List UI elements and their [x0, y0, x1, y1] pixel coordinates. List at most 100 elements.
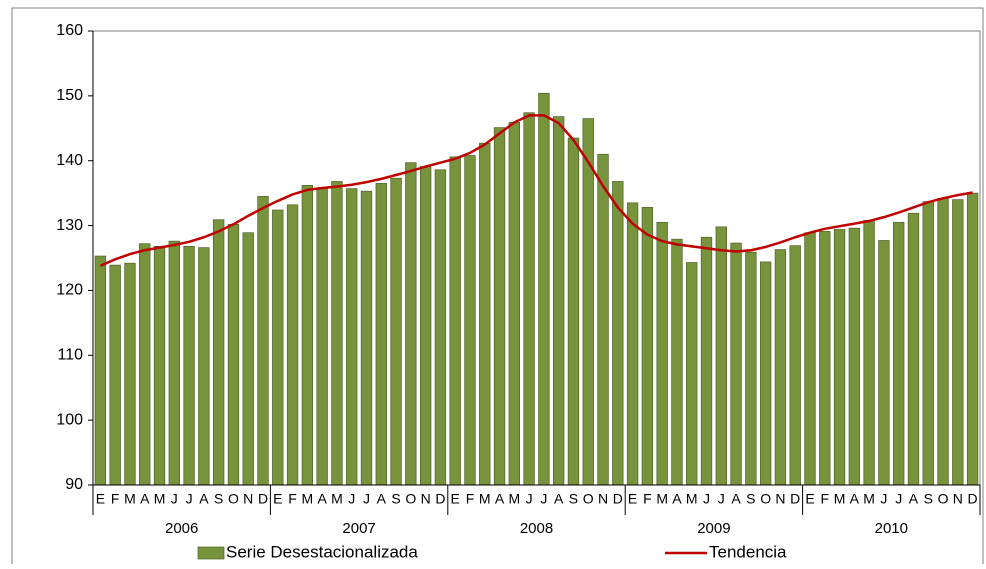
plot-area	[92, 30, 981, 486]
trend-line	[99, 114, 973, 267]
x-tick-label: N	[243, 491, 253, 507]
x-tick-label: F	[643, 491, 652, 507]
y-tick-label: 140	[56, 152, 83, 169]
x-tick-label: A	[909, 491, 919, 507]
bar	[774, 249, 787, 486]
bar	[759, 261, 772, 486]
x-tick-label: E	[628, 491, 637, 507]
year-label: 2009	[697, 520, 730, 537]
x-tick-label: S	[391, 491, 400, 507]
bar	[139, 243, 151, 486]
x-tick-label: M	[656, 491, 668, 507]
x-tick-label: M	[302, 491, 314, 507]
x-tick-label: J	[348, 491, 355, 507]
bar	[124, 262, 136, 486]
bar	[419, 166, 432, 486]
x-tick-label: D	[790, 491, 800, 507]
bar	[893, 221, 905, 486]
bar	[405, 162, 417, 486]
bar	[922, 201, 934, 486]
bar	[286, 204, 299, 486]
bar	[360, 190, 373, 486]
x-tick-label: E	[96, 491, 105, 507]
bar	[730, 242, 742, 486]
bar	[863, 220, 875, 486]
bar	[597, 153, 609, 486]
bar	[109, 264, 121, 486]
x-tick-label: M	[124, 491, 136, 507]
x-tick-label: O	[228, 491, 239, 507]
x-tick-label: A	[850, 491, 860, 507]
y-tick-label: 100	[56, 411, 83, 428]
bar	[582, 118, 594, 486]
x-tick-label: O	[938, 491, 949, 507]
x-tick-label: J	[540, 491, 547, 507]
legend-label: Serie Desestacionalizada	[226, 542, 418, 561]
bar	[715, 226, 727, 486]
x-tick-label: J	[703, 491, 710, 507]
bar	[153, 245, 166, 486]
y-tick-label: 130	[56, 217, 83, 234]
bar	[804, 232, 816, 486]
bar	[538, 92, 550, 486]
x-tick-label: E	[273, 491, 282, 507]
x-tick-label: O	[760, 491, 771, 507]
bar	[212, 219, 225, 486]
bar	[464, 155, 476, 486]
bar	[198, 247, 210, 486]
x-tick-label: N	[953, 491, 963, 507]
x-tick-label: N	[421, 491, 431, 507]
bar	[183, 245, 195, 486]
x-tick-label: S	[746, 491, 755, 507]
y-tick-label: 110	[57, 347, 83, 364]
year-label: 2010	[875, 520, 908, 537]
x-tick-label: A	[495, 491, 505, 507]
y-tick-label: 90	[65, 476, 83, 493]
x-tick-label: M	[331, 491, 343, 507]
x-tick-label: S	[569, 491, 578, 507]
x-tick-label: A	[199, 491, 209, 507]
bar	[331, 181, 343, 486]
bar	[745, 251, 757, 486]
bar	[493, 127, 506, 486]
x-tick-label: E	[805, 491, 814, 507]
bar	[316, 187, 328, 486]
bar	[508, 122, 520, 486]
x-tick-label: D	[258, 491, 268, 507]
year-label: 2006	[165, 520, 198, 537]
y-tick-label: 120	[56, 282, 83, 299]
x-tick-label: N	[598, 491, 608, 507]
x-tick-label: N	[775, 491, 785, 507]
bar	[375, 183, 387, 486]
y-tick-label: 160	[56, 22, 83, 39]
bar	[94, 255, 107, 486]
bar	[937, 197, 949, 486]
bar	[242, 232, 254, 486]
bar	[434, 169, 447, 486]
x-tick-label: O	[405, 491, 416, 507]
bar	[346, 188, 358, 486]
bar	[952, 199, 964, 486]
x-tick-label: A	[317, 491, 327, 507]
x-tick-label: F	[820, 491, 829, 507]
x-tick-label: J	[171, 491, 178, 507]
x-tick-label: M	[834, 491, 846, 507]
x-tick-label: A	[377, 491, 387, 507]
x-tick-label: J	[880, 491, 887, 507]
bar	[641, 207, 654, 486]
bar	[567, 137, 580, 486]
x-tick-label: O	[583, 491, 594, 507]
legend-swatch	[197, 546, 225, 560]
x-tick-label: A	[554, 491, 564, 507]
bar	[819, 231, 831, 486]
bar	[449, 156, 461, 486]
bar	[878, 240, 890, 486]
x-tick-label: D	[435, 491, 445, 507]
x-tick-label: D	[613, 491, 623, 507]
x-tick-label: F	[111, 491, 120, 507]
x-tick-label: M	[863, 491, 875, 507]
x-tick-label: A	[731, 491, 741, 507]
bar	[656, 221, 668, 486]
x-tick-label: S	[214, 491, 223, 507]
